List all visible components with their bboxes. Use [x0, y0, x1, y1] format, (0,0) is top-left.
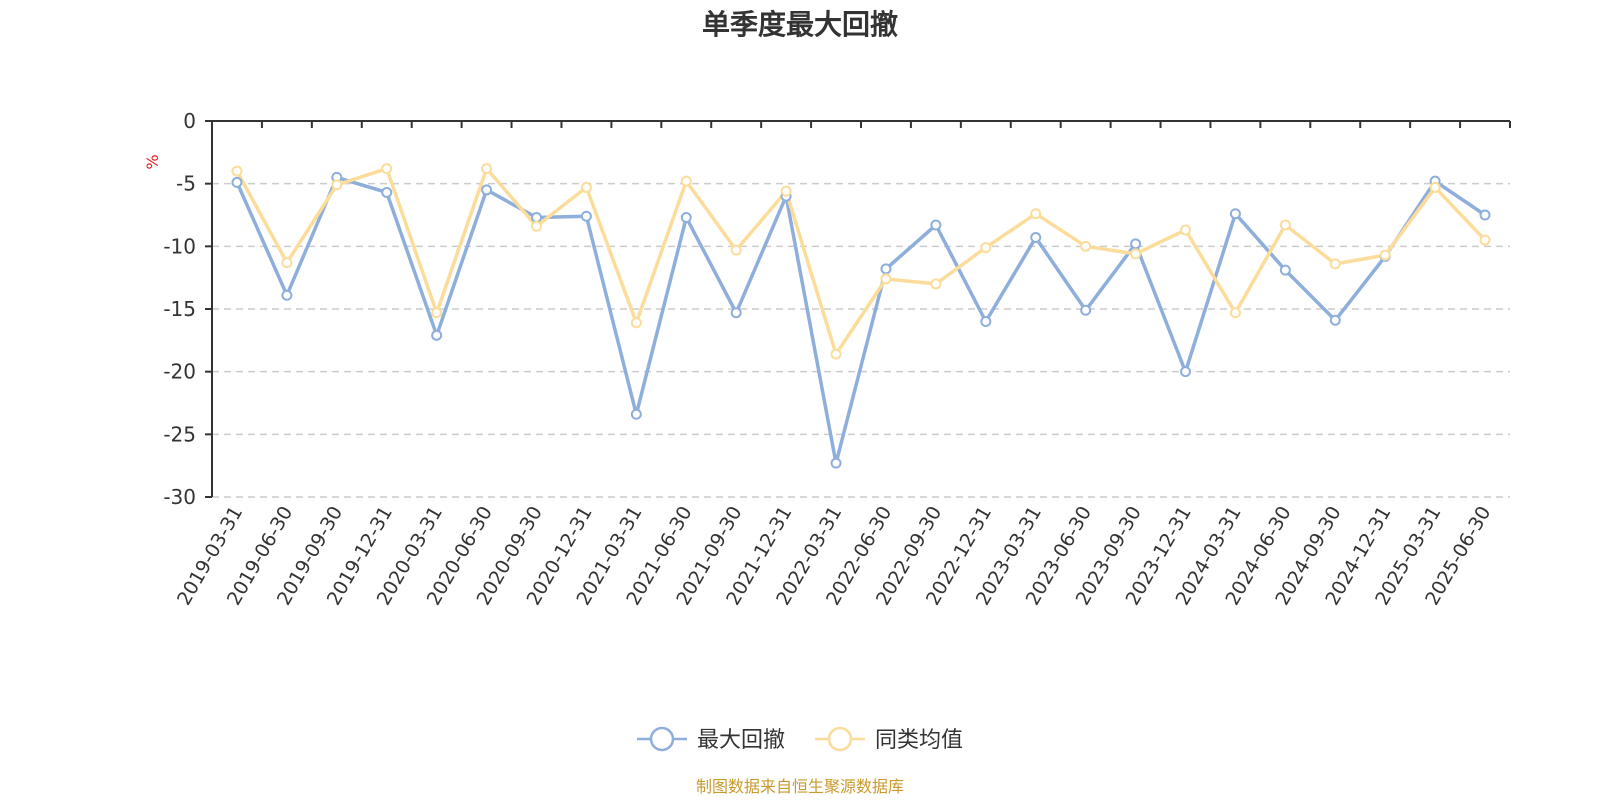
data-point	[431, 329, 443, 341]
data-point	[1429, 181, 1441, 193]
x-tick-labels: 2019-03-312019-06-302019-09-302019-12-31…	[173, 502, 1495, 609]
axes	[205, 120, 1511, 498]
y-tick-label: -15	[163, 297, 196, 321]
data-point	[281, 289, 293, 301]
legend-marker	[827, 726, 853, 752]
y-tick-label: -30	[163, 485, 196, 509]
data-point	[1130, 248, 1142, 260]
data-point	[1329, 258, 1341, 270]
data-point	[580, 181, 592, 193]
data-point	[730, 307, 742, 319]
data-point	[730, 244, 742, 256]
data-point	[231, 176, 243, 188]
data-point	[1279, 264, 1291, 276]
legend-marker	[649, 726, 675, 752]
data-point	[830, 457, 842, 469]
data-point	[1279, 219, 1291, 231]
series-lines	[235, 166, 1487, 465]
data-point	[980, 316, 992, 328]
data-point	[630, 317, 642, 329]
y-tick-label: -20	[163, 360, 196, 384]
data-point	[780, 185, 792, 197]
data-point	[930, 278, 942, 290]
data-point	[880, 263, 892, 275]
data-point	[1080, 240, 1092, 252]
data-point	[531, 220, 542, 232]
legend[interactable]: 最大回撤 同类均值	[637, 726, 963, 753]
data-point	[231, 165, 243, 177]
data-point	[1479, 209, 1491, 221]
data-point	[481, 163, 493, 175]
data-point	[1030, 208, 1042, 220]
data-point	[680, 175, 692, 187]
data-point	[1229, 307, 1241, 319]
source-note: 制图数据来自恒生聚源数据库	[696, 777, 904, 796]
legend-label: 最大回撤	[697, 728, 785, 753]
series-line	[235, 166, 1487, 356]
data-point	[980, 242, 992, 254]
chart-title: 单季度最大回撤	[702, 8, 898, 41]
data-point	[880, 273, 892, 285]
data-point	[1130, 238, 1142, 250]
data-point	[481, 184, 493, 196]
data-point	[1180, 366, 1191, 378]
series-points	[231, 163, 1491, 469]
data-point	[1030, 232, 1042, 244]
data-point	[381, 186, 393, 198]
y-axis-unit: %	[143, 154, 162, 169]
y-tick-label: -5	[176, 172, 196, 196]
data-point	[1479, 234, 1491, 246]
y-tick-label: -25	[163, 422, 196, 446]
data-point	[1080, 304, 1092, 316]
data-point	[680, 212, 692, 224]
legend-item[interactable]: 同类均值	[815, 726, 963, 753]
data-point	[281, 257, 293, 269]
series-line	[235, 175, 1486, 465]
data-point	[1180, 224, 1191, 236]
legend-item[interactable]: 最大回撤	[637, 726, 785, 753]
y-tick-labels: 0 -5 -10 -15 -20 -25 -30	[163, 109, 196, 509]
data-point	[1229, 208, 1241, 220]
data-point	[630, 408, 642, 420]
y-tick-label: 0	[183, 109, 196, 133]
data-point	[431, 307, 443, 319]
data-point	[930, 219, 942, 231]
data-point	[1329, 314, 1341, 326]
data-point	[531, 212, 542, 224]
data-point	[830, 348, 842, 360]
data-point	[381, 163, 393, 175]
data-point	[331, 179, 343, 191]
y-tick-label: -10	[163, 234, 196, 258]
data-point	[1379, 249, 1391, 261]
legend-label: 同类均值	[875, 728, 963, 753]
data-point	[580, 210, 592, 222]
